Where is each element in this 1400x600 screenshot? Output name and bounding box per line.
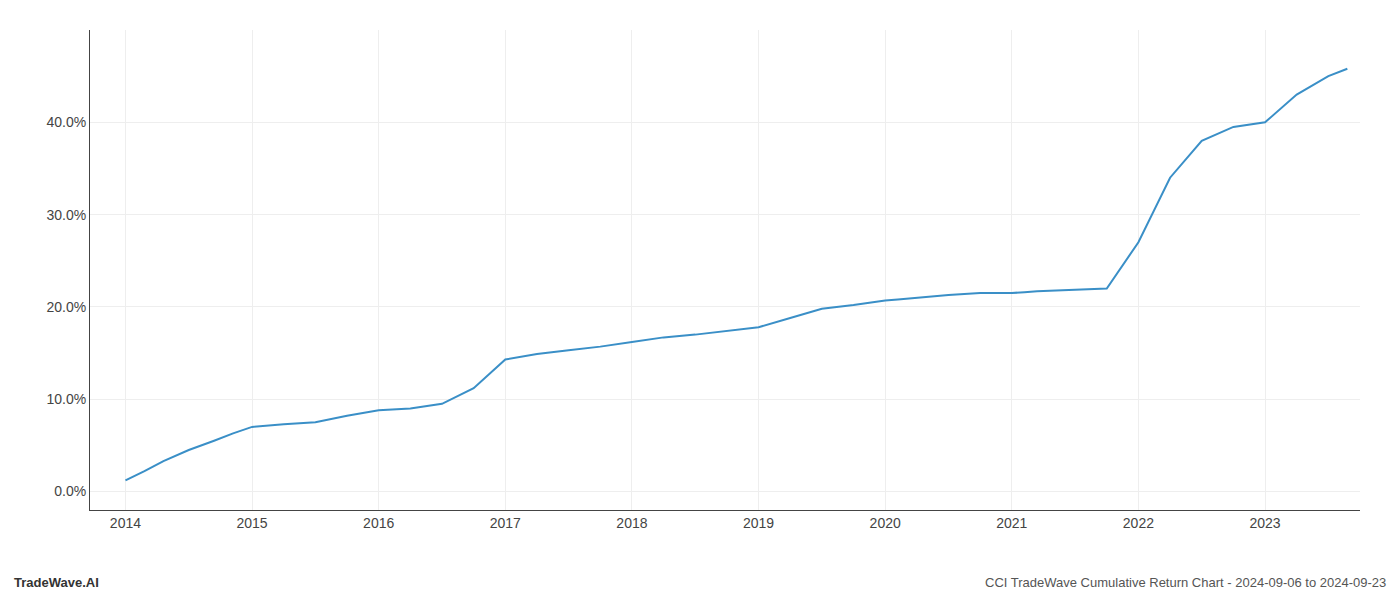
svg-text:10.0%: 10.0% [46,391,86,407]
svg-text:40.0%: 40.0% [46,114,86,130]
svg-text:0.0%: 0.0% [54,483,86,499]
svg-text:2022: 2022 [1123,515,1154,531]
svg-text:2018: 2018 [616,515,647,531]
svg-text:2016: 2016 [363,515,394,531]
svg-text:2020: 2020 [870,515,901,531]
svg-text:2021: 2021 [996,515,1027,531]
svg-text:CCI TradeWave Cumulative Retur: CCI TradeWave Cumulative Return Chart - … [985,575,1386,590]
svg-text:20.0%: 20.0% [46,299,86,315]
svg-text:2019: 2019 [743,515,774,531]
svg-text:2015: 2015 [236,515,267,531]
svg-text:30.0%: 30.0% [46,207,86,223]
svg-text:TradeWave.AI: TradeWave.AI [14,575,99,590]
svg-text:2023: 2023 [1249,515,1280,531]
svg-text:2014: 2014 [110,515,141,531]
svg-text:2017: 2017 [490,515,521,531]
